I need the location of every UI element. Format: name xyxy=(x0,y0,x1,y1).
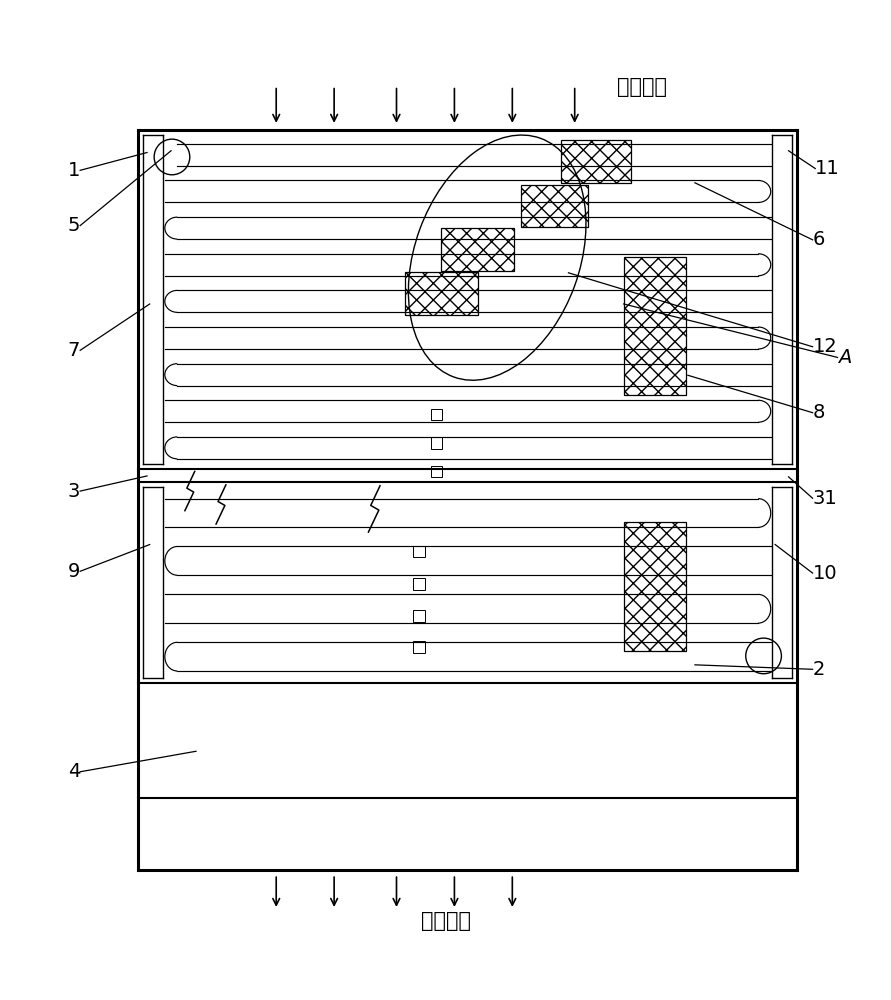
Bar xyxy=(431,466,443,477)
Text: 7: 7 xyxy=(68,341,80,360)
Text: 31: 31 xyxy=(813,489,838,508)
Bar xyxy=(431,437,443,449)
Bar xyxy=(624,257,686,395)
Circle shape xyxy=(154,139,190,175)
Bar xyxy=(431,409,443,420)
Text: A: A xyxy=(838,348,851,367)
Bar xyxy=(413,641,425,653)
Text: 3: 3 xyxy=(68,482,80,501)
Bar xyxy=(413,546,425,557)
Text: 5: 5 xyxy=(68,216,80,235)
Text: 11: 11 xyxy=(815,159,840,178)
Bar xyxy=(561,140,631,183)
Circle shape xyxy=(746,638,781,674)
Text: 8: 8 xyxy=(813,403,825,422)
Bar xyxy=(521,185,588,227)
Text: 9: 9 xyxy=(68,562,80,581)
Text: 烟气出口: 烟气出口 xyxy=(421,911,470,931)
Text: 2: 2 xyxy=(813,660,825,679)
Bar xyxy=(441,228,514,271)
Text: 6: 6 xyxy=(813,230,825,249)
Bar xyxy=(413,610,425,622)
Bar xyxy=(624,522,686,651)
Text: 12: 12 xyxy=(813,337,838,356)
Text: 10: 10 xyxy=(813,564,838,583)
Bar xyxy=(413,578,425,590)
Text: 4: 4 xyxy=(68,762,80,781)
Bar xyxy=(405,272,478,315)
Text: 1: 1 xyxy=(68,161,80,180)
Text: 烟气入口: 烟气入口 xyxy=(617,77,666,97)
